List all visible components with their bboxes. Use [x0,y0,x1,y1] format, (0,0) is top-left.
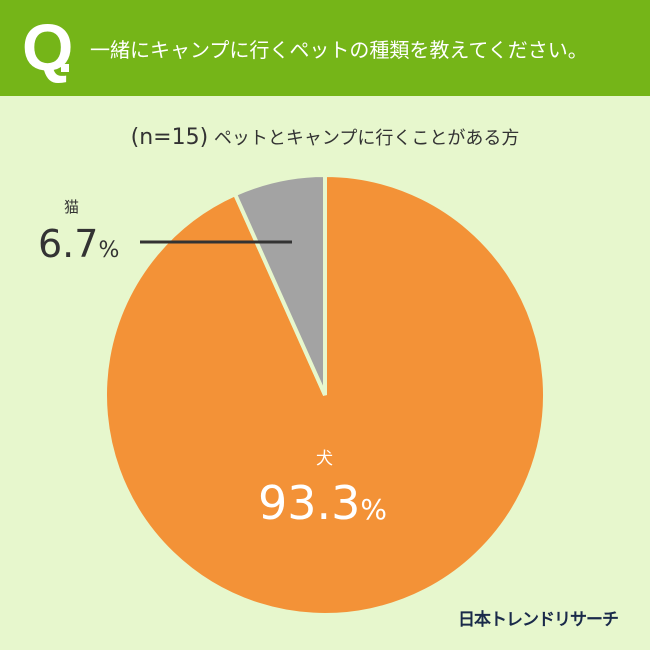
sample-size: (n=15) [130,125,209,150]
subtitle-text: ペットとキャンプに行くことがある方 [213,128,520,149]
brand-logo: 日本トレンドリサーチ [458,610,619,630]
pie-slice-2 [232,172,327,396]
dog-label-value: 93.3% [258,476,388,530]
q-dot [61,64,69,72]
cat-label-value: 6.7% [38,222,120,266]
chart-subtitle: (n=15) ペットとキャンプに行くことがある方 [0,124,650,150]
question-header: Q 一緒にキャンプに行くペットの種類を教えてください。 [0,0,650,96]
question-title: 一緒にキャンプに行くペットの種類を教えてください。 [90,38,588,62]
dog-label-name: 犬 [316,449,333,469]
cat-label-name: 猫 [64,198,80,216]
